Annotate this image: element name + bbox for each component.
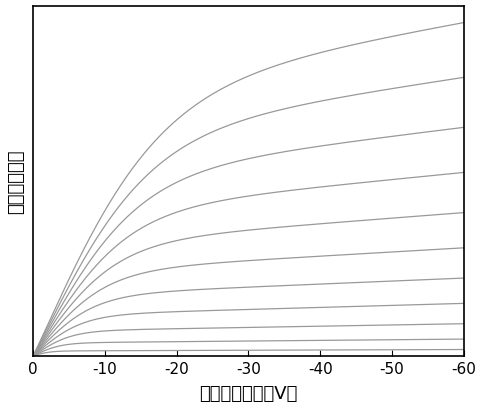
X-axis label: ドレイン電圧（V）: ドレイン電圧（V）	[199, 384, 298, 402]
Y-axis label: ドレイン電流: ドレイン電流	[7, 149, 25, 213]
